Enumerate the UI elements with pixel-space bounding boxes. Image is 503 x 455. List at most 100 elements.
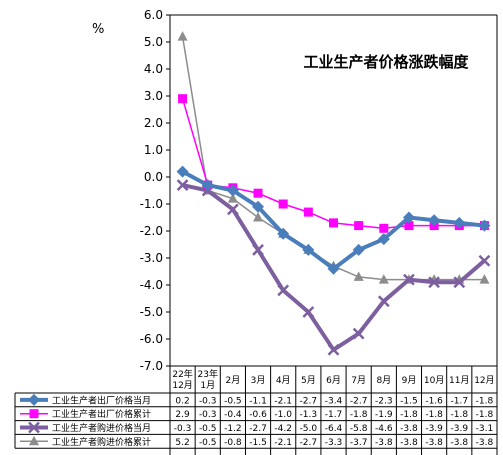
legend-label: 工业生产者购进价格当月 (52, 422, 151, 434)
data-point (378, 274, 389, 284)
data-point (352, 327, 365, 340)
legend-row-3: 工业生产者购进价格当月 -0.3 -0.5 -1.2 -2.7 -4.2 -5.0 -6.4-… (20, 421, 494, 434)
data-label: 2.9 (175, 410, 190, 420)
data-point (176, 179, 189, 191)
data-label: -1.1 (249, 396, 267, 406)
series-lines (176, 31, 491, 356)
data-label: -0.3 (174, 424, 192, 434)
data-point (178, 94, 188, 104)
y-tick-label: -2.0 (140, 224, 163, 238)
y-tick-label: 5.0 (144, 35, 163, 49)
data-label: -6.4 (325, 424, 343, 434)
data-label: -3.8 (450, 438, 468, 448)
data-label: -2.1 (274, 438, 292, 448)
data-label: -1.3 (300, 410, 318, 420)
data-label: -1.2 (224, 424, 242, 434)
data-label: -4.2 (274, 424, 292, 434)
data-point (478, 254, 491, 267)
data-label: -3.4 (325, 396, 343, 406)
series-1 (176, 165, 491, 275)
data-point (479, 274, 490, 284)
data-point (377, 233, 390, 246)
data-label: -1.8 (476, 410, 494, 420)
data-point (327, 262, 340, 275)
y-tick-label: 1.0 (144, 143, 163, 157)
data-label: -1.8 (425, 410, 443, 420)
y-tick-label: 6.0 (144, 8, 163, 22)
data-label: -5.0 (300, 424, 318, 434)
x-tick-label: 2月 (226, 375, 241, 386)
x-tick-label: 11月 (449, 375, 469, 386)
data-label: -2.3 (375, 396, 393, 406)
x-tick-label: 7月 (351, 375, 366, 386)
data-point (478, 219, 491, 232)
series-line (181, 98, 485, 230)
data-label: -1.0 (274, 410, 292, 420)
data-point (277, 284, 290, 297)
data-label: -1.6 (425, 396, 443, 406)
data-point (302, 306, 315, 318)
y-tick-label: -5.0 (140, 305, 163, 319)
legend-row-4: 工业生产者购进价格累计 5.2 -0.5 -0.8 -1.5 -2.1 -2.7 -3.3 -3… (20, 435, 494, 448)
x-tick-label: 6月 (326, 375, 341, 386)
data-label: -1.5 (249, 438, 267, 448)
data-label: -0.3 (199, 410, 217, 420)
data-label: -3.8 (400, 438, 418, 448)
data-point (377, 295, 390, 308)
data-point (227, 193, 238, 203)
x-tick-label: 8月 (376, 375, 391, 386)
data-label: -5.8 (350, 424, 368, 434)
data-point (176, 165, 189, 178)
y-tick-label: -4.0 (140, 278, 163, 292)
data-point (201, 179, 214, 192)
x-tick-label: 3月 (251, 375, 266, 386)
data-point (29, 409, 39, 419)
legend-row-2: 工业生产者出厂价格累计 2.9 -0.3 -0.4 -0.6 -1.0 -1.3 -1.7 -1… (20, 408, 493, 420)
y-tick-label: 4.0 (144, 62, 163, 76)
data-point (253, 188, 263, 198)
data-point (252, 200, 265, 213)
y-tick-label: -6.0 (140, 332, 163, 346)
data-label: -0.3 (199, 396, 217, 406)
data-point (329, 218, 338, 228)
y-tick-label: 0.0 (144, 170, 163, 184)
data-point (352, 243, 365, 256)
y-tick-label: 3.0 (144, 89, 163, 103)
data-point (252, 244, 264, 256)
data-label: -0.5 (199, 424, 217, 434)
series-2 (178, 94, 489, 233)
data-point (177, 31, 188, 41)
x-tick-label: 9月 (402, 375, 417, 386)
x-tick-label: 1月 (200, 380, 215, 391)
data-label: 0.2 (175, 396, 189, 406)
x-tick-label: 5月 (301, 375, 316, 386)
data-label: -4.6 (375, 424, 393, 434)
data-label: -3.8 (476, 438, 494, 448)
chart-frame (169, 14, 498, 455)
data-label: -3.1 (476, 424, 494, 434)
legend-label: 工业生产者购进价格累计 (52, 436, 151, 448)
data-label: -0.5 (199, 438, 217, 448)
chart-title: 工业生产者价格涨跌幅度 (303, 53, 469, 71)
data-label: -2.7 (249, 424, 267, 434)
data-point (379, 223, 389, 233)
data-label: -3.8 (400, 424, 418, 434)
data-point (226, 184, 239, 197)
data-point (354, 221, 364, 231)
x-tick-label: 23年 (198, 368, 218, 380)
data-label: -3.8 (375, 438, 393, 448)
data-point (253, 212, 264, 222)
data-label: -2.7 (300, 396, 318, 406)
legend-label: 工业生产者出厂价格当月 (52, 394, 151, 406)
data-label: 5.2 (175, 438, 189, 448)
data-point (278, 199, 288, 209)
data-label: -1.7 (325, 410, 343, 420)
x-tick-label: 12月 (474, 375, 494, 386)
data-label: -1.7 (450, 396, 468, 406)
y-tick-label: 2.0 (144, 116, 163, 130)
x-tick-label: 4月 (276, 375, 291, 386)
data-point (428, 276, 440, 289)
data-point (303, 207, 313, 217)
